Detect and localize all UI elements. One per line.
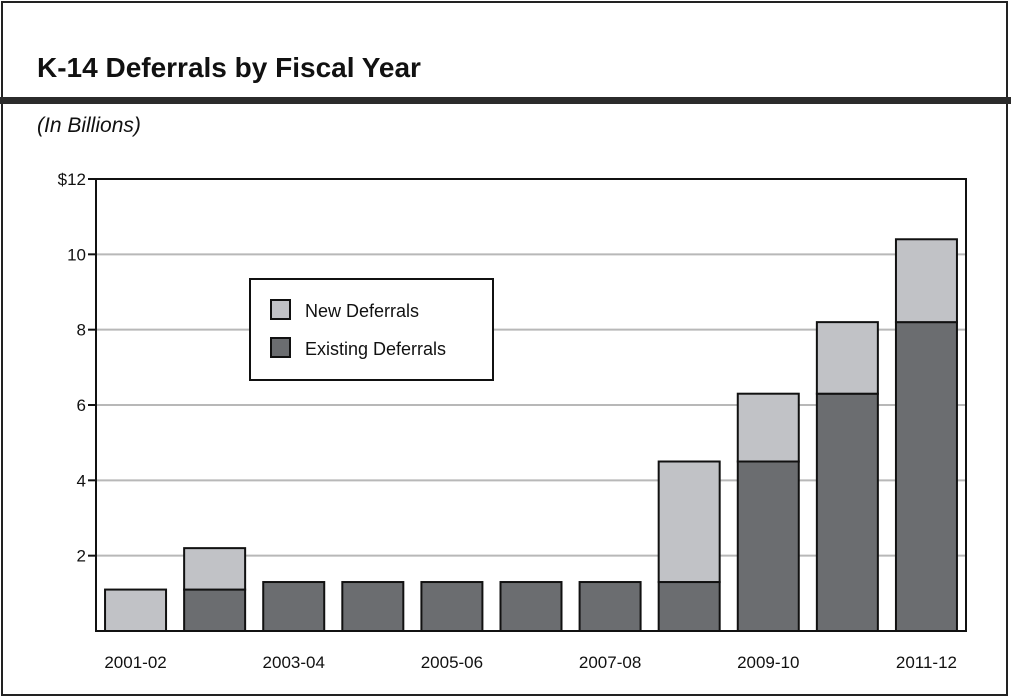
chart-subtitle: (In Billions) [37,114,141,137]
legend: New Deferrals Existing Deferrals [249,278,494,381]
y-tick-label: 10 [67,245,86,264]
x-tick-labels: 2001-02 2003-04 2005-06 2007-08 2009-10 2011-… [104,653,957,672]
legend-label-existing: Existing Deferrals [305,339,446,359]
legend-swatch-existing [270,337,291,358]
bar-existing-2011-12 [894,321,958,632]
y-tick-label: 2 [77,547,86,566]
legend-box [249,278,494,381]
y-tick-labels: 2 4 6 8 10 $12 [58,170,86,566]
x-tick-label: 2001-02 [104,653,166,672]
bar-existing-2009-10 [736,460,800,632]
bar-existing-2004-05 [341,581,405,632]
bar-existing-2006-07 [499,581,563,632]
bar-new-2001-02 [104,588,168,632]
bar-new-2011-12 [894,238,958,324]
x-tick-label: 2005-06 [421,653,483,672]
bars [104,238,958,633]
bar-existing-2005-06 [420,581,484,632]
bar-existing-2003-04 [262,581,326,632]
bar-existing-2007-08 [578,581,642,632]
plot-border [95,178,967,632]
bar-existing-2008-09 [657,581,721,632]
title-divider [0,97,1011,104]
y-tick-label: 8 [77,321,86,340]
bar-new-2009-10 [736,392,800,463]
y-tick-label: $12 [58,170,86,189]
axes [88,178,967,632]
bar-existing-2002-03 [183,588,247,632]
x-tick-label: 2009-10 [737,653,799,672]
bar-new-2010-11 [815,321,879,395]
bar-new-2002-03 [183,547,247,591]
bar-existing-2010-11 [815,392,879,633]
bar-new-2008-09 [657,460,721,584]
y-tick-label: 4 [77,471,86,490]
legend-label-new: New Deferrals [305,301,419,321]
x-tick-label: 2011-12 [896,653,957,672]
legend-swatch-new [270,299,291,320]
x-tick-label: 2003-04 [263,653,325,672]
y-tick-label: 6 [77,396,86,415]
x-tick-label: 2007-08 [579,653,641,672]
chart-title: K-14 Deferrals by Fiscal Year [37,52,421,83]
